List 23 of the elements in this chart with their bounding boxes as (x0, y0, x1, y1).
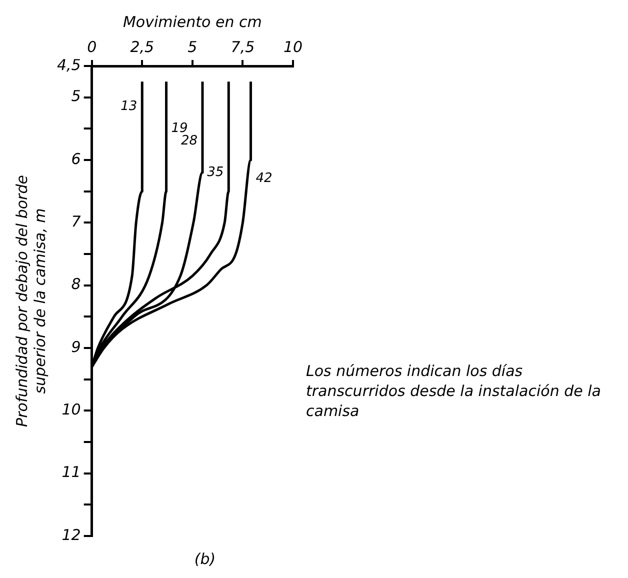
series-label: 28 (180, 133, 198, 148)
y-tick-label: 10 (62, 400, 81, 419)
series-label: 42 (256, 171, 272, 186)
x-tick-label: 0 (87, 38, 97, 56)
series-label: 13 (120, 98, 138, 114)
x-tick-label: 7,5 (230, 38, 255, 56)
text: (b) (194, 550, 216, 568)
x-tick-label: 2,5 (130, 38, 154, 56)
y-tick-label: 4,5 (56, 56, 81, 74)
y-tick-label: 12 (62, 526, 81, 544)
y-axis-title: Profundidad por debajo del borde superior de la camisa, m (12, 175, 49, 427)
y-tick-label: 5 (71, 87, 81, 106)
y-tick-label: 8 (71, 275, 81, 294)
y-tick-label: 6 (71, 150, 81, 168)
series-label: 35 (207, 164, 224, 180)
series-label: 19 (171, 120, 188, 136)
text: Los números indican los días transcurridos desde la instalación de la camisa (306, 362, 601, 420)
x-tick-label: 5 (188, 38, 198, 56)
x-tick-label: 10 (283, 38, 303, 56)
y-tick-label: 9 (71, 338, 81, 356)
x-axis-title: Movimiento en cm (122, 12, 262, 31)
y-tick-label: 11 (62, 463, 81, 482)
y-tick-label: 7 (71, 212, 82, 231)
